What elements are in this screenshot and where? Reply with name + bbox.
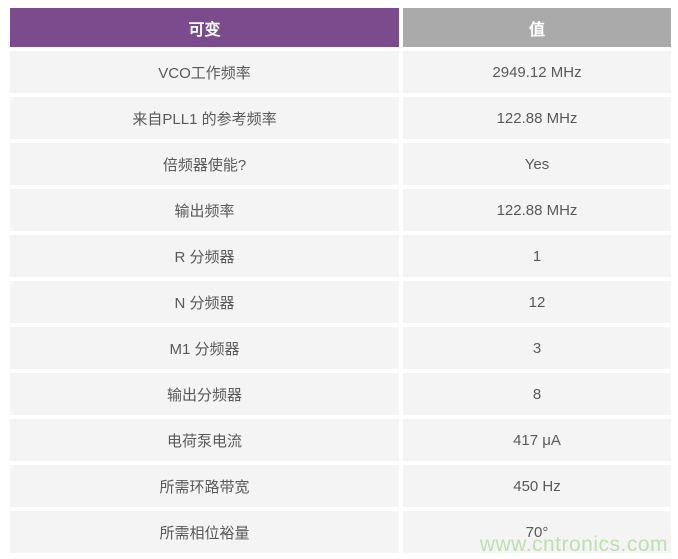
row-value-m1-divider: 3: [403, 327, 671, 369]
row-value-pll1-reference: 122.88 MHz: [403, 97, 671, 139]
row-label-phase-margin: 所需相位裕量: [10, 511, 399, 553]
row-value-doubler-enabled: Yes: [403, 143, 671, 185]
row-value-phase-margin: 70°: [403, 511, 671, 553]
header-variable: 可变: [10, 8, 399, 47]
row-label-output-divider: 输出分频器: [10, 373, 399, 415]
row-value-output-divider: 8: [403, 373, 671, 415]
row-label-output-frequency: 输出频率: [10, 189, 399, 231]
row-label-loop-bandwidth: 所需环路带宽: [10, 465, 399, 507]
row-label-m1-divider: M1 分频器: [10, 327, 399, 369]
row-label-n-divider: N 分频器: [10, 281, 399, 323]
row-label-charge-pump-current: 电荷泵电流: [10, 419, 399, 461]
header-value: 值: [403, 8, 671, 47]
row-value-r-divider: 1: [403, 235, 671, 277]
row-value-vco-frequency: 2949.12 MHz: [403, 51, 671, 93]
row-value-output-frequency: 122.88 MHz: [403, 189, 671, 231]
parameters-table: 可变 值 VCO工作频率 2949.12 MHz 来自PLL1 的参考频率 12…: [10, 8, 671, 553]
row-value-charge-pump-current: 417 μA: [403, 419, 671, 461]
row-label-doubler-enabled: 倍频器使能?: [10, 143, 399, 185]
row-label-pll1-reference: 来自PLL1 的参考频率: [10, 97, 399, 139]
row-value-n-divider: 12: [403, 281, 671, 323]
row-value-loop-bandwidth: 450 Hz: [403, 465, 671, 507]
row-label-vco-frequency: VCO工作频率: [10, 51, 399, 93]
row-label-r-divider: R 分频器: [10, 235, 399, 277]
